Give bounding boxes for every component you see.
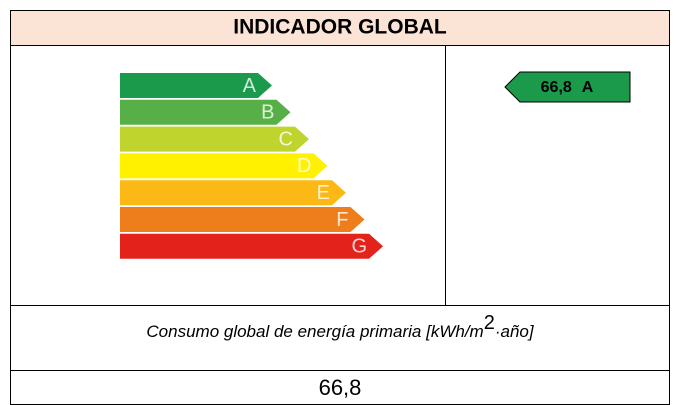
- rating-letter: F: [336, 209, 348, 231]
- description-superscript: 2: [484, 312, 495, 334]
- rating-letter: G: [351, 236, 367, 258]
- rating-arrow: [504, 71, 631, 103]
- rating-bar: [120, 207, 365, 232]
- rating-bar: [120, 153, 328, 179]
- rating-letter: B: [261, 102, 274, 124]
- rating-bar: [120, 73, 272, 98]
- rating-bar: [120, 99, 291, 125]
- description: Consumo global de energía primaria [kWh/…: [146, 312, 534, 341]
- rating-letter: D: [297, 155, 311, 177]
- rating-label: 66,8 A: [541, 79, 594, 96]
- rating-class: A: [582, 79, 594, 96]
- rating-bar: [120, 180, 346, 206]
- rating-bar: [120, 126, 309, 152]
- rating-letter: A: [243, 75, 257, 97]
- description-text: ·año]: [495, 322, 535, 341]
- header-background: [10, 10, 670, 45]
- rating-value: 66,8: [541, 79, 572, 96]
- summary-value: 66,8: [319, 375, 362, 400]
- rating-letter: C: [279, 128, 293, 150]
- description-text: Consumo global de energía primaria [kWh/…: [146, 322, 483, 341]
- rating-bar: [120, 233, 383, 259]
- rating-letter: E: [317, 182, 330, 204]
- header-title: INDICADOR GLOBAL: [233, 16, 447, 39]
